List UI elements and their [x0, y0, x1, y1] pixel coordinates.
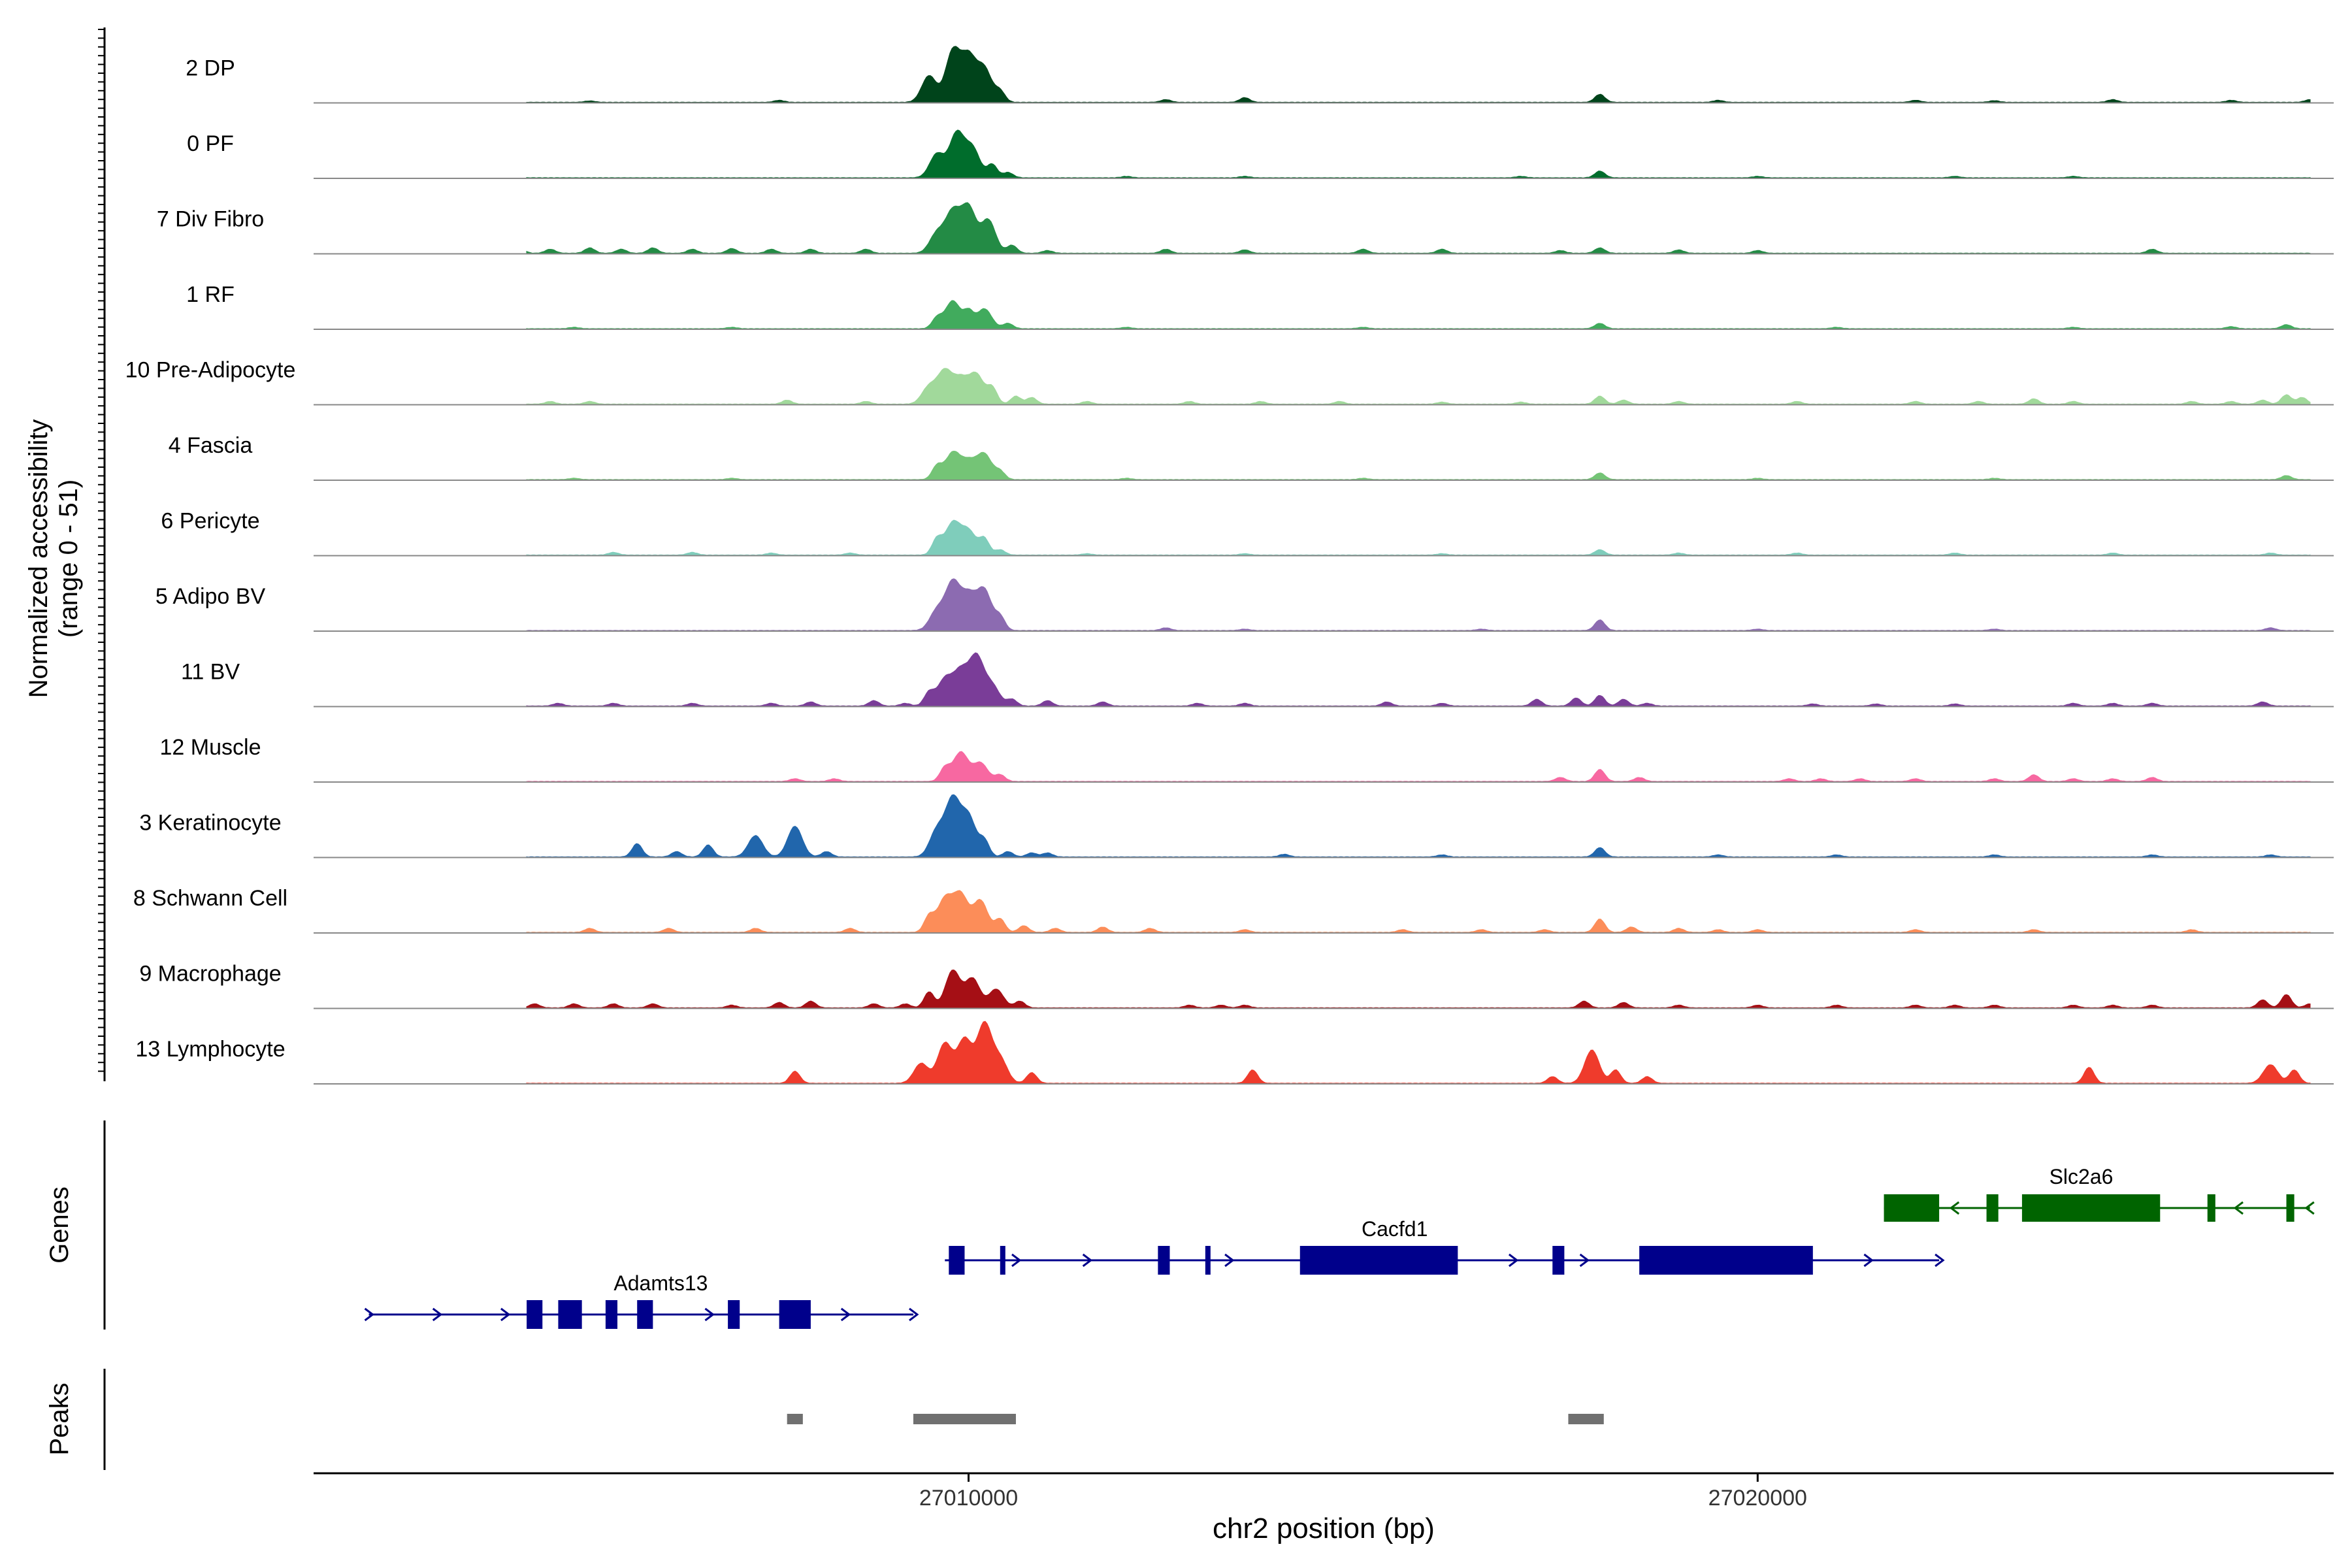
strand-arrow — [1082, 1253, 1093, 1267]
coverage-area — [526, 751, 2311, 783]
exon — [1299, 1246, 1458, 1275]
exon — [2207, 1194, 2215, 1222]
strand-arrow — [1508, 1253, 1519, 1267]
track-label: 4 Fascia — [169, 433, 253, 458]
exon — [637, 1300, 653, 1329]
track-9-macrophage: 9 Macrophage — [139, 962, 2334, 1009]
exon — [605, 1300, 618, 1329]
strand-arrow — [1224, 1253, 1235, 1267]
exon — [2286, 1194, 2295, 1222]
track-label: 13 Lymphocyte — [135, 1037, 285, 1062]
strand-arrow — [1949, 1201, 1960, 1215]
strand-arrow — [364, 1307, 375, 1322]
coverage-area — [526, 794, 2311, 858]
coverage-area — [526, 202, 2311, 254]
accessibility-tracks: 2 DP 0 PF 7 Div Fibro 1 RF 10 Pre-Adipocyte 4… — [125, 46, 2334, 1085]
track-3-keratinocyte: 3 Keratinocyte — [139, 794, 2334, 858]
track-label: 7 Div Fibro — [157, 207, 264, 232]
coverage-area — [526, 1021, 2311, 1085]
track-13-lymphocyte: 13 Lymphocyte — [135, 1021, 2334, 1085]
strand-arrow — [2233, 1201, 2244, 1215]
track-0-pf: 0 PF — [187, 129, 2334, 179]
exon — [558, 1300, 582, 1329]
exon — [728, 1300, 740, 1329]
gene-label: Slc2a6 — [2050, 1165, 2114, 1188]
track-label: 12 Muscle — [160, 735, 261, 760]
track-7-div-fibro: 7 Div Fibro — [157, 202, 2334, 255]
track-1-rf: 1 RF — [186, 282, 2334, 330]
track-label: 9 Macrophage — [139, 962, 281, 987]
exon — [1639, 1246, 1813, 1275]
coverage-area — [526, 300, 2311, 330]
strand-arrow — [1579, 1253, 1590, 1267]
strand-arrow — [1863, 1253, 1874, 1267]
strand-arrow — [704, 1307, 715, 1322]
exon — [527, 1300, 543, 1329]
gene-label: Adamts13 — [613, 1271, 708, 1295]
x-tick-label: 27020000 — [1708, 1486, 1807, 1511]
strand-arrow — [1935, 1253, 1945, 1267]
track-11-bv: 11 BV — [181, 652, 2334, 708]
track-2-dp: 2 DP — [186, 46, 2334, 104]
strand-arrow — [500, 1307, 511, 1322]
coverage-area — [526, 129, 2311, 179]
gene-cacfd1: Cacfd1 — [945, 1217, 1945, 1275]
exon — [2021, 1194, 2161, 1222]
exon — [1986, 1194, 1999, 1222]
strand-arrow — [2304, 1201, 2315, 1215]
track-label: 8 Schwann Cell — [133, 886, 287, 911]
gene-annotation-track: Adamts13 Cacfd1 Slc2a6 — [103, 1120, 2315, 1330]
gene-slc2a6: Slc2a6 — [1884, 1165, 2315, 1222]
accessibility-y-axis — [98, 27, 106, 1081]
track-10-pre-adipocyte: 10 Pre-Adipocyte — [125, 358, 2334, 406]
track-5-adipo-bv: 5 Adipo BV — [155, 578, 2334, 632]
y-axis-title: Normalized accessibility — [24, 419, 53, 698]
track-label: 10 Pre-Adipocyte — [125, 358, 296, 383]
genes-label: Genes — [45, 1186, 74, 1264]
track-label: 5 Adipo BV — [155, 584, 266, 609]
peaks-track — [103, 1369, 1604, 1470]
track-label: 0 PF — [187, 131, 234, 156]
strand-arrow — [840, 1307, 851, 1322]
coverage-area — [526, 578, 2311, 632]
track-label: 6 Pericyte — [161, 509, 259, 534]
coverage-area — [526, 450, 2311, 481]
coverage-area — [526, 46, 2311, 103]
track-12-muscle: 12 Muscle — [160, 735, 2334, 783]
coverage-area — [526, 519, 2311, 556]
peak-region — [913, 1414, 1016, 1424]
exon — [779, 1300, 811, 1329]
coverage-area — [526, 890, 2311, 934]
x-axis-title: chr2 position (bp) — [1213, 1512, 1435, 1544]
exon — [1552, 1246, 1565, 1275]
peak-region — [787, 1414, 803, 1424]
x-tick-label: 27010000 — [919, 1486, 1018, 1511]
coverage-area — [526, 368, 2311, 405]
strand-arrow — [909, 1307, 919, 1322]
track-8-schwann-cell: 8 Schwann Cell — [133, 886, 2334, 934]
track-4-fascia: 4 Fascia — [169, 433, 2334, 481]
y-axis-range: (range 0 - 51) — [54, 480, 83, 638]
exon — [1000, 1246, 1005, 1275]
track-label: 1 RF — [186, 282, 235, 307]
exon — [1884, 1194, 1940, 1222]
exon — [949, 1246, 965, 1275]
peak-region — [1568, 1414, 1604, 1424]
x-axis: 27010000 27020000 — [314, 1472, 2334, 1511]
coverage-area — [526, 969, 2311, 1009]
strand-arrow — [432, 1307, 443, 1322]
exon — [1205, 1246, 1211, 1275]
track-label: 11 BV — [181, 660, 240, 685]
track-6-pericyte: 6 Pericyte — [161, 509, 2334, 557]
strand-arrow — [1011, 1253, 1022, 1267]
gene-adamts13: Adamts13 — [364, 1271, 919, 1329]
coverage-area — [526, 652, 2311, 707]
peaks-label: Peaks — [45, 1382, 74, 1455]
track-label: 2 DP — [186, 56, 235, 81]
exon — [1158, 1246, 1170, 1275]
gene-label: Cacfd1 — [1362, 1217, 1428, 1241]
track-label: 3 Keratinocyte — [139, 811, 281, 836]
